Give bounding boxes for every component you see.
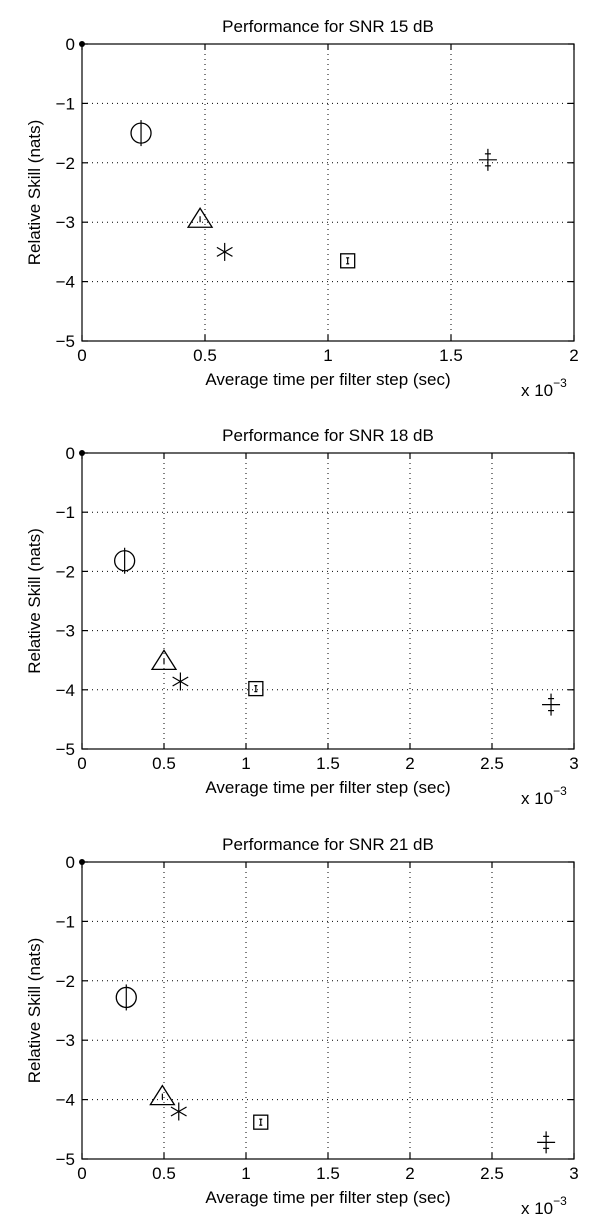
x-tick-label: 2.5 bbox=[480, 754, 504, 773]
y-tick-label: −2 bbox=[56, 972, 75, 991]
x-tick-label: 3 bbox=[569, 1164, 578, 1183]
y-axis-label: Relative Skill (nats) bbox=[25, 528, 44, 674]
point-circle bbox=[113, 547, 136, 574]
x-multiplier-label: x 10−3 bbox=[521, 1194, 567, 1218]
x-multiplier-label: x 10−3 bbox=[521, 376, 567, 400]
x-tick-label: 2 bbox=[405, 1164, 414, 1183]
asterisk-stroke bbox=[170, 1106, 187, 1117]
y-tick-label: 0 bbox=[66, 35, 75, 54]
square-marker bbox=[340, 253, 356, 269]
triangle-marker bbox=[186, 207, 214, 228]
chart-panel-1: Performance for SNR 15 dB 0 0.5 1 1.5 2 −5 −4 −3… bbox=[25, 17, 579, 400]
y-tick-label: −1 bbox=[56, 503, 75, 522]
plot-frame bbox=[81, 43, 575, 342]
point-square bbox=[253, 1114, 269, 1130]
point-square bbox=[340, 253, 356, 269]
chart-title: Performance for SNR 21 dB bbox=[222, 835, 434, 854]
x-tick-label: 3 bbox=[569, 754, 578, 773]
chart-panel-2: Performance for SNR 18 dB 0 0.5 1 1.5 2 2.5 3 −5… bbox=[25, 426, 579, 808]
y-tick-label: −5 bbox=[56, 740, 75, 759]
y-tick-label: −4 bbox=[56, 273, 75, 292]
y-axis-label: Relative Skill (nats) bbox=[25, 938, 44, 1084]
x-multiplier-base: x 10 bbox=[521, 1199, 553, 1218]
x-tick-label: 1 bbox=[241, 1164, 250, 1183]
point-dot bbox=[79, 859, 85, 865]
x-tick-label: 0.5 bbox=[152, 754, 176, 773]
y-tick-label: −3 bbox=[56, 1031, 75, 1050]
x-tick-label: 0 bbox=[77, 346, 86, 365]
y-tick-label: −2 bbox=[56, 154, 75, 173]
square-marker bbox=[253, 1114, 269, 1130]
x-axis-label: Average time per filter step (sec) bbox=[205, 1188, 450, 1207]
x-tick-label: 1 bbox=[241, 754, 250, 773]
x-tick-label: 1.5 bbox=[316, 1164, 340, 1183]
point-asterisk bbox=[170, 1102, 187, 1121]
y-tick-label: −5 bbox=[56, 1150, 75, 1169]
y-tick-label: −1 bbox=[56, 912, 75, 931]
triangle-marker bbox=[150, 649, 178, 671]
x-multiplier-base: x 10 bbox=[521, 381, 553, 400]
x-multiplier-exponent: −3 bbox=[553, 376, 567, 390]
x-tick-label: 1.5 bbox=[316, 754, 340, 773]
square-marker bbox=[248, 680, 264, 697]
x-tick-label: 0 bbox=[77, 754, 86, 773]
point-square bbox=[248, 680, 264, 697]
point-asterisk bbox=[216, 242, 233, 261]
point-circle bbox=[130, 120, 152, 147]
point-circle bbox=[115, 984, 137, 1011]
x-tick-label: 1 bbox=[323, 346, 332, 365]
x-tick-label: 0.5 bbox=[193, 346, 217, 365]
asterisk-stroke bbox=[216, 246, 233, 257]
y-tick-label: −2 bbox=[56, 562, 75, 581]
triangle-marker bbox=[149, 1084, 176, 1106]
x-tick-label: 2 bbox=[405, 754, 414, 773]
chart-panel-3: Performance for SNR 21 dB 0 0.5 1 1.5 2 2.5 3 −5… bbox=[25, 835, 579, 1218]
point-triangle bbox=[186, 207, 214, 228]
x-tick-label: 0.5 bbox=[152, 1164, 176, 1183]
y-tick-label: 0 bbox=[66, 853, 75, 872]
y-axis-label: Relative Skill (nats) bbox=[25, 120, 44, 266]
x-tick-label: 2 bbox=[569, 346, 578, 365]
x-tick-label: 2.5 bbox=[480, 1164, 504, 1183]
x-multiplier-label: x 10−3 bbox=[521, 784, 567, 808]
y-tick-label: −3 bbox=[56, 622, 75, 641]
point-plus bbox=[478, 148, 497, 171]
x-multiplier-exponent: −3 bbox=[553, 1194, 567, 1208]
point-dot bbox=[79, 450, 85, 456]
plot-frame bbox=[81, 861, 575, 1160]
x-axis-label: Average time per filter step (sec) bbox=[205, 370, 450, 389]
point-triangle bbox=[150, 649, 178, 671]
y-tick-label: −3 bbox=[56, 213, 75, 232]
y-tick-label: −5 bbox=[56, 332, 75, 351]
point-asterisk bbox=[172, 672, 189, 691]
y-tick-label: −1 bbox=[56, 94, 75, 113]
y-tick-label: −4 bbox=[56, 681, 75, 700]
x-axis-label: Average time per filter step (sec) bbox=[205, 778, 450, 797]
x-tick-label: 0 bbox=[77, 1164, 86, 1183]
asterisk-stroke bbox=[172, 676, 189, 687]
x-multiplier-exponent: −3 bbox=[553, 784, 567, 798]
plot-frame bbox=[81, 452, 575, 750]
point-plus bbox=[542, 693, 561, 716]
y-tick-label: −4 bbox=[56, 1091, 75, 1110]
point-dot bbox=[79, 41, 85, 47]
chart-title: Performance for SNR 15 dB bbox=[222, 17, 434, 36]
x-multiplier-base: x 10 bbox=[521, 789, 553, 808]
y-tick-label: 0 bbox=[66, 444, 75, 463]
point-triangle bbox=[149, 1084, 176, 1106]
chart-title: Performance for SNR 18 dB bbox=[222, 426, 434, 445]
x-tick-label: 1.5 bbox=[439, 346, 463, 365]
point-plus bbox=[537, 1131, 556, 1154]
